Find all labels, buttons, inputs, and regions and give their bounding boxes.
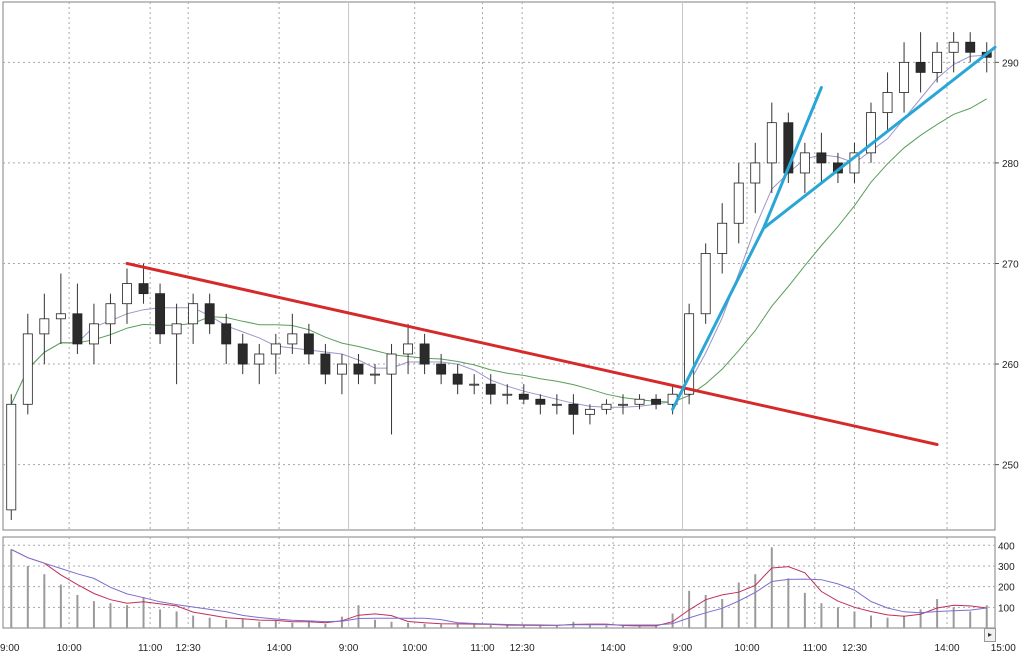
time-axis-label: 14:00	[935, 643, 960, 654]
candle-body	[287, 333, 298, 345]
time-axis-label: 15:00	[991, 643, 1016, 654]
time-axis-label: 10:00	[57, 643, 82, 654]
candle-body	[336, 363, 347, 375]
candle-body	[899, 61, 910, 93]
candle-body	[485, 383, 496, 395]
candle-body	[634, 398, 645, 405]
candle-body	[948, 41, 959, 53]
candle-body	[55, 313, 66, 320]
time-axis-label: 9:00	[0, 643, 20, 654]
candle-body	[188, 303, 199, 325]
candle-body	[88, 323, 99, 345]
candle-body	[849, 152, 860, 174]
candle-body	[866, 112, 876, 154]
candle-body	[270, 343, 281, 355]
candle-body	[320, 353, 331, 375]
time-axis-label: 11:00	[138, 643, 163, 654]
candle-body	[618, 403, 628, 406]
price-tick-label: 270	[1002, 259, 1019, 270]
price-tick-label: 280	[1002, 159, 1019, 170]
price-panel-border	[2, 1, 996, 531]
candle-body	[221, 323, 232, 345]
candle-body	[535, 398, 546, 405]
candle-body	[568, 403, 579, 415]
candle-body	[717, 222, 728, 254]
trendline	[762, 45, 997, 230]
candle-body	[733, 182, 744, 224]
candle-body	[601, 403, 612, 410]
time-axis-label: 10:00	[402, 643, 427, 654]
candle-body	[452, 373, 463, 385]
candle-body	[799, 152, 810, 174]
candle-body	[370, 373, 380, 376]
candle-body	[932, 51, 943, 73]
price-tick-label: 260	[1002, 360, 1019, 371]
time-axis-label: 12:30	[510, 643, 535, 654]
candle-body	[419, 343, 430, 365]
candle-body	[651, 398, 662, 405]
moving-average-line	[10, 98, 987, 405]
candle-body	[72, 313, 83, 345]
candle-body	[6, 403, 17, 511]
candle-body	[386, 353, 397, 375]
candle-body	[22, 333, 33, 405]
candle-body	[403, 343, 414, 355]
candle-body	[965, 41, 976, 53]
time-axis-label: 14:00	[601, 643, 626, 654]
candle-body	[171, 323, 182, 335]
time-axis-label: 12:30	[176, 643, 201, 654]
volume-tick-label: 300	[998, 562, 1015, 573]
candle-body	[766, 122, 777, 164]
price-tick-label: 290	[1002, 58, 1019, 69]
time-axis-label: 11:00	[803, 643, 828, 654]
time-axis-label: 11:00	[470, 643, 495, 654]
time-axis-label: 14:00	[267, 643, 292, 654]
candle-body	[816, 152, 827, 164]
trendline	[125, 262, 939, 446]
candle-body	[237, 343, 248, 365]
candle-body	[882, 92, 893, 114]
volume-moving-average	[11, 548, 987, 626]
price-tick-label: 250	[1002, 461, 1019, 472]
candle-body	[155, 293, 166, 335]
time-axis-label: 12:30	[842, 643, 867, 654]
candle-body	[204, 303, 215, 325]
candle-body	[551, 403, 562, 406]
candle-body	[254, 353, 265, 365]
candle-body	[105, 303, 116, 325]
time-axis-label: 9:00	[339, 643, 359, 654]
candle-body	[39, 318, 50, 335]
volume-moving-average	[11, 548, 987, 627]
candle-body	[915, 61, 926, 73]
time-axis-label: 9:00	[673, 643, 693, 654]
time-axis-label: 10:00	[734, 643, 759, 654]
candle-body	[303, 333, 314, 355]
candle-body	[700, 253, 711, 315]
volume-tick-label: 200	[998, 583, 1015, 594]
moving-average-line	[10, 54, 987, 408]
candle-body	[353, 363, 364, 375]
scroll-right-button[interactable]: ▸	[984, 628, 996, 642]
candle-body	[502, 393, 513, 396]
candle-body	[122, 283, 132, 305]
candle-body	[469, 383, 480, 386]
candle-body	[750, 162, 761, 184]
candle-body	[584, 408, 595, 415]
candle-body	[684, 313, 695, 395]
candle-body	[783, 122, 794, 174]
candle-body	[436, 363, 447, 375]
volume-panel-border	[2, 536, 996, 629]
volume-tick-label: 100	[998, 603, 1015, 614]
candle-body	[138, 283, 149, 295]
candle-body	[518, 393, 529, 400]
volume-tick-label: 400	[998, 541, 1015, 552]
